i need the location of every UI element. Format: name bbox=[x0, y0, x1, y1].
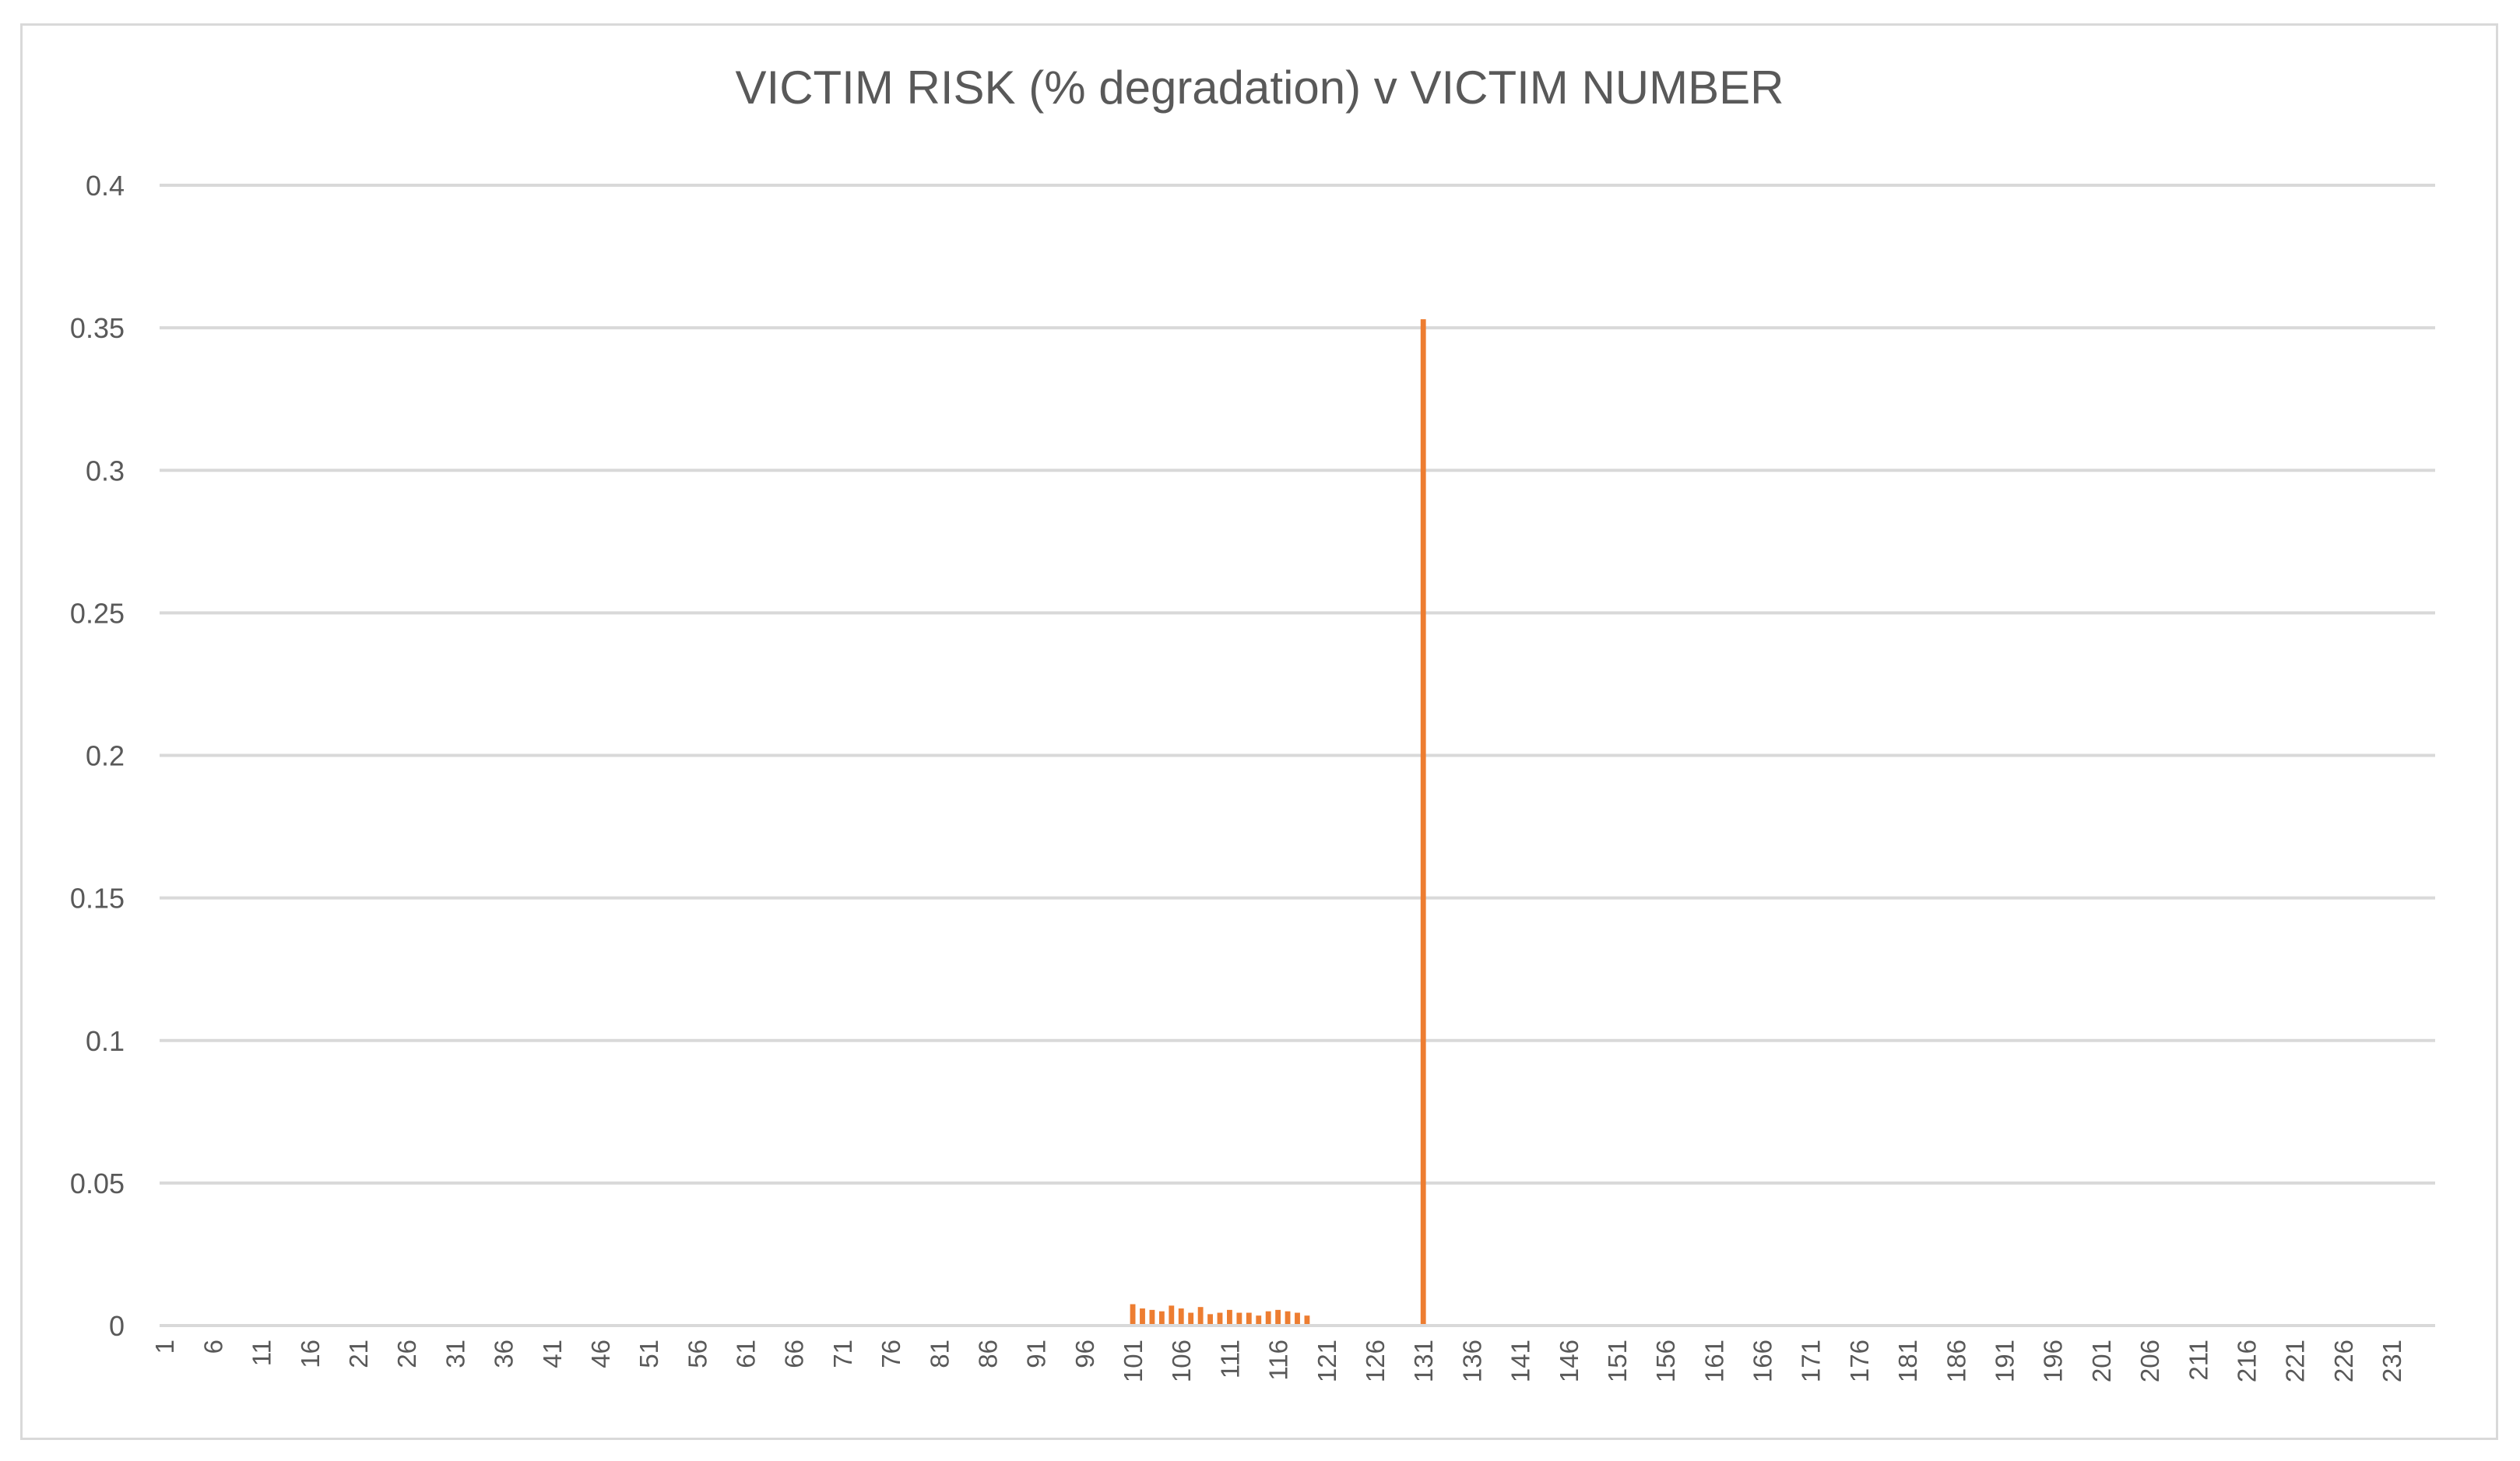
x-tick-label: 226 bbox=[2329, 1340, 2358, 1382]
x-tick-label: 71 bbox=[828, 1340, 857, 1368]
bar bbox=[1236, 1312, 1242, 1326]
x-tick-label: 146 bbox=[1555, 1340, 1583, 1382]
bar bbox=[1256, 1315, 1262, 1326]
x-tick-label: 91 bbox=[1022, 1340, 1051, 1368]
bar bbox=[1158, 1311, 1165, 1326]
x-tick-label: 156 bbox=[1651, 1340, 1680, 1382]
bar bbox=[1169, 1305, 1175, 1326]
y-tick-label: 0.05 bbox=[70, 1168, 125, 1199]
y-tick-label: 0.4 bbox=[86, 170, 125, 202]
chart-title: VICTIM RISK (% degradation) v VICTIM NUM… bbox=[736, 61, 1784, 114]
x-tick-label: 121 bbox=[1313, 1340, 1341, 1382]
y-tick-label: 0.35 bbox=[70, 312, 125, 344]
x-tick-label: 211 bbox=[2184, 1340, 2212, 1381]
x-tick-label: 31 bbox=[441, 1340, 469, 1368]
x-tick-label: 96 bbox=[1070, 1340, 1099, 1368]
bar bbox=[1246, 1312, 1252, 1326]
x-tick-label: 196 bbox=[2039, 1340, 2068, 1382]
x-tick-label: 86 bbox=[973, 1340, 1002, 1368]
y-tick-label: 0.25 bbox=[70, 597, 125, 629]
y-tick-label: 0.1 bbox=[86, 1025, 125, 1057]
y-tick-label: 0.15 bbox=[70, 883, 125, 915]
x-tick-label: 141 bbox=[1506, 1340, 1535, 1382]
x-tick-label: 181 bbox=[1893, 1340, 1922, 1382]
x-tick-label: 11 bbox=[248, 1340, 276, 1366]
x-tick-label: 81 bbox=[925, 1340, 954, 1368]
x-tick-label: 206 bbox=[2135, 1340, 2164, 1382]
x-tick-label: 221 bbox=[2281, 1340, 2310, 1382]
bar bbox=[1265, 1311, 1271, 1326]
bar bbox=[1140, 1308, 1145, 1326]
x-tick-label: 166 bbox=[1749, 1340, 1777, 1382]
x-tick-label: 161 bbox=[1699, 1340, 1728, 1382]
x-tick-label: 231 bbox=[2378, 1340, 2406, 1382]
y-tick-label: 0.2 bbox=[86, 740, 125, 772]
y-axis-ticks: 0 0.05 0.1 0.15 0.2 0.25 0.3 0.35 0.4 bbox=[70, 170, 125, 1342]
y-tick-label: 0.3 bbox=[86, 455, 125, 486]
bar bbox=[1188, 1312, 1194, 1326]
bar bbox=[1295, 1312, 1300, 1326]
bar bbox=[1275, 1309, 1281, 1326]
x-tick-label: 56 bbox=[683, 1340, 712, 1368]
x-tick-label: 66 bbox=[780, 1340, 809, 1368]
x-tick-label: 131 bbox=[1409, 1340, 1438, 1382]
x-tick-label: 21 bbox=[344, 1340, 373, 1368]
bar bbox=[1304, 1315, 1310, 1326]
x-tick-label: 76 bbox=[877, 1340, 905, 1368]
x-axis-ticks: 1 6 11 16 21 26 31 36 41 46 51 56 61 66 71 76 81 86 91 96 10… bbox=[150, 1340, 2406, 1382]
bar bbox=[1130, 1304, 1136, 1326]
x-tick-label: 61 bbox=[732, 1340, 761, 1368]
x-tick-label: 6 bbox=[199, 1340, 227, 1354]
x-tick-label: 101 bbox=[1119, 1340, 1148, 1382]
x-tick-label: 41 bbox=[538, 1340, 567, 1368]
x-tick-label: 191 bbox=[1990, 1340, 2019, 1382]
bar bbox=[1149, 1309, 1155, 1326]
x-tick-label: 1 bbox=[150, 1340, 179, 1354]
bar bbox=[1227, 1309, 1232, 1326]
x-tick-label: 116 bbox=[1264, 1340, 1293, 1381]
x-tick-label: 201 bbox=[2087, 1340, 2116, 1382]
x-tick-label: 36 bbox=[490, 1340, 518, 1368]
x-tick-label: 106 bbox=[1167, 1340, 1196, 1382]
bar bbox=[1207, 1314, 1213, 1326]
x-tick-label: 126 bbox=[1361, 1340, 1390, 1382]
bar bbox=[1197, 1307, 1204, 1326]
x-tick-label: 176 bbox=[1845, 1340, 1874, 1382]
x-tick-label: 186 bbox=[1942, 1340, 1970, 1382]
x-tick-label: 16 bbox=[296, 1340, 325, 1368]
bar bbox=[1178, 1308, 1184, 1326]
x-tick-label: 151 bbox=[1603, 1340, 1632, 1382]
x-tick-label: 136 bbox=[1457, 1340, 1486, 1382]
gridlines bbox=[160, 184, 2435, 1185]
x-tick-label: 26 bbox=[392, 1340, 421, 1368]
chart-frame bbox=[20, 23, 2498, 1440]
bar bbox=[1217, 1312, 1223, 1326]
x-tick-label: 46 bbox=[586, 1340, 615, 1368]
y-tick-label: 0 bbox=[109, 1310, 125, 1342]
bar bbox=[1285, 1311, 1291, 1326]
x-tick-label: 111 bbox=[1215, 1340, 1244, 1378]
x-tick-label: 216 bbox=[2232, 1340, 2261, 1382]
bar bbox=[1420, 319, 1426, 1326]
x-tick-label: 51 bbox=[634, 1340, 663, 1368]
x-tick-label: 171 bbox=[1797, 1340, 1826, 1382]
